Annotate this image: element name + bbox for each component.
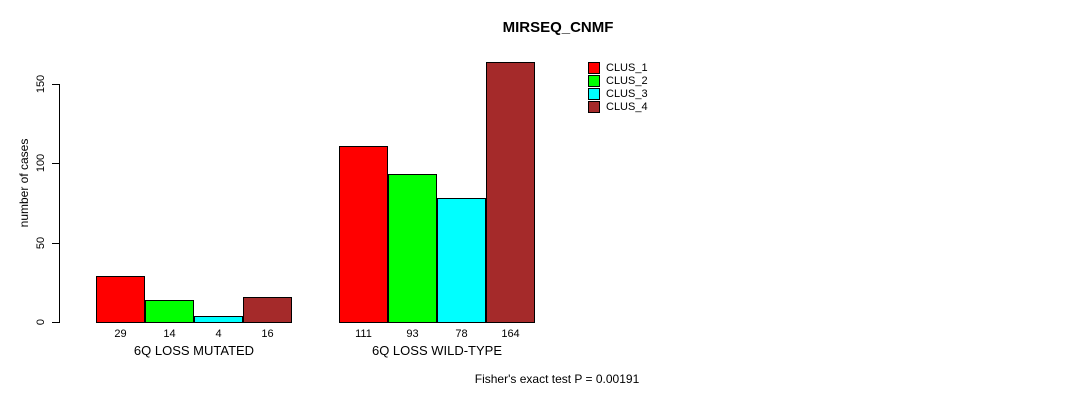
y-tick-label: 0 xyxy=(35,318,47,326)
bar-clus_4-group2 xyxy=(486,62,535,323)
y-tick-label: 150 xyxy=(35,74,47,94)
legend-item-clus_4: CLUS_4 xyxy=(588,101,648,113)
category-label: 6Q LOSS WILD-TYPE xyxy=(371,343,503,358)
bar-value-label: 4 xyxy=(215,328,222,340)
bar-value-label: 111 xyxy=(355,328,372,340)
bar-clus_2-group1 xyxy=(145,300,194,323)
bar-clus_3-group1 xyxy=(194,316,243,323)
bar-value-label: 93 xyxy=(406,328,419,340)
bar-value-label: 29 xyxy=(114,328,127,340)
y-tick-label: 50 xyxy=(35,236,47,250)
legend-swatch-clus_1 xyxy=(588,62,600,74)
bar-value-label: 78 xyxy=(455,328,468,340)
legend-item-clus_1: CLUS_1 xyxy=(588,62,648,74)
legend-label: CLUS_3 xyxy=(606,88,648,100)
bar-clus_2-group2 xyxy=(388,174,437,323)
y-axis-label: number of cases xyxy=(17,138,31,228)
legend-label: CLUS_4 xyxy=(606,101,648,113)
legend-item-clus_3: CLUS_3 xyxy=(588,88,648,100)
legend-swatch-clus_4 xyxy=(588,101,600,113)
bar-clus_3-group2 xyxy=(437,198,486,323)
bar-value-label: 14 xyxy=(163,328,176,340)
y-tick-mark xyxy=(52,243,60,244)
legend-label: CLUS_1 xyxy=(606,62,648,74)
legend-label: CLUS_2 xyxy=(606,75,648,87)
legend-swatch-clus_3 xyxy=(588,88,600,100)
bar-value-label: 164 xyxy=(501,328,520,340)
y-tick-mark xyxy=(52,322,60,323)
bar-clus_1-group2 xyxy=(339,146,388,323)
bar-clus_4-group1 xyxy=(243,297,292,323)
y-tick-label: 100 xyxy=(35,153,47,173)
legend-item-clus_2: CLUS_2 xyxy=(588,75,648,87)
y-axis-line xyxy=(59,84,60,323)
bar-value-label: 16 xyxy=(261,328,274,340)
annotation-text: Fisher's exact test P = 0.00191 xyxy=(474,372,640,386)
legend: CLUS_1 CLUS_2 CLUS_3 CLUS_4 xyxy=(588,62,648,114)
legend-swatch-clus_2 xyxy=(588,75,600,87)
category-label: 6Q LOSS MUTATED xyxy=(133,343,255,358)
y-tick-mark xyxy=(52,163,60,164)
bar-clus_1-group1 xyxy=(96,276,145,323)
chart-title: MIRSEQ_CNMF xyxy=(502,19,614,36)
y-tick-mark xyxy=(52,84,60,85)
